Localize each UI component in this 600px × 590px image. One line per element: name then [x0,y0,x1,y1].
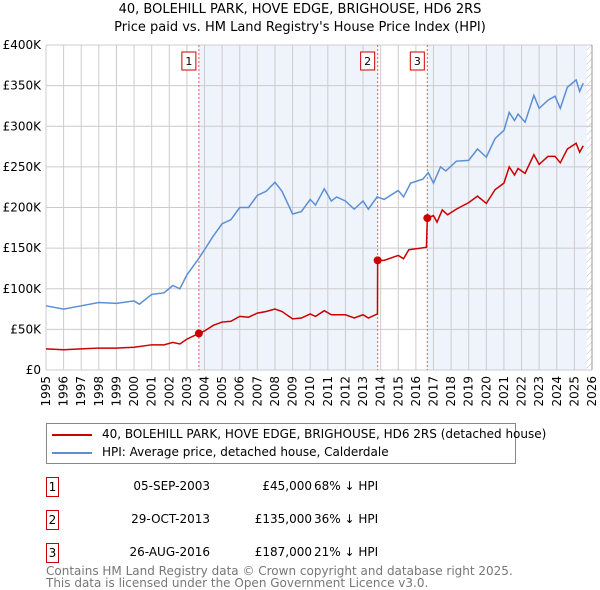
x-tick-label: 2017 [426,376,440,407]
y-tick-label: £50K [10,322,42,336]
footer-licence: This data is licensed under the Open Gov… [46,576,429,590]
series-line [45,142,584,351]
price-chart: 1995 1996 1997 1998 1999 2000 2001 2002 2003 2004… [3,38,599,407]
transaction-marker: 1 [46,477,59,497]
transaction-row: 3 26-AUG-2016 £187,000 21% ↓ HPI [46,543,446,563]
x-tick-label: 2022 [515,376,529,407]
x-tick-label: 1998 [92,376,106,407]
legend-item-hpi: HPI: Average price, detached house, Cald… [52,445,389,460]
transaction-hpi: 68% ↓ HPI [314,479,379,493]
y-tick-label: £100K [3,282,43,296]
x-tick-label: 2006 [233,376,247,407]
y-tick-label: £400K [3,38,43,52]
legend-label: HPI: Average price, detached house, Cald… [102,445,389,459]
transaction-row: 1 05-SEP-2003 £45,000 68% ↓ HPI [46,477,446,497]
transaction-hpi: 21% ↓ HPI [314,545,379,559]
x-tick-label: 1996 [57,376,71,407]
sale-point [423,214,432,223]
chart-subtitle: Price paid vs. HM Land Registry's House … [114,20,486,35]
x-tick-label: 2023 [532,376,546,407]
x-tick-label: 2005 [215,376,229,407]
sale-point [373,256,382,265]
sale-label-box [409,51,425,71]
y-tick-label: £350K [3,79,43,93]
sale-label: 2 [364,55,371,68]
y-tick-label: £200K [3,201,43,215]
series-line [45,78,584,310]
legend: 40, BOLEHILL PARK, HOVE EDGE, BRIGHOUSE,… [46,423,546,464]
x-tick-label: 2016 [409,376,423,407]
x-tick-label: 2012 [338,376,352,407]
y-tick-label: £250K [3,160,43,174]
sale-label-box [181,51,197,71]
transaction-date: 26-AUG-2016 [129,545,211,559]
x-tick-label: 2021 [497,376,511,407]
x-tick-label: 2004 [198,376,212,407]
legend-label: 40, BOLEHILL PARK, HOVE EDGE, BRIGHOUSE,… [102,427,547,441]
x-tick-label: 2014 [374,376,388,407]
x-tick-label: 1999 [109,376,123,407]
transaction-price: £187,000 [254,545,312,559]
sale-label: 1 [185,55,192,68]
x-tick-label: 2010 [303,376,317,407]
x-tick-label: 2024 [550,376,564,407]
legend-swatch-red [52,433,92,436]
footer-copyright: Contains HM Land Registry data © Crown c… [46,564,513,578]
transaction-row: 2 29-OCT-2013 £135,000 36% ↓ HPI [46,510,446,530]
x-tick-label: 2002 [162,376,176,407]
x-tick-label: 2026 [585,376,599,407]
transaction-hpi: 36% ↓ HPI [314,512,379,526]
x-tick-label: 2008 [268,376,282,407]
legend-swatch-blue [52,451,92,454]
transaction-marker: 2 [46,510,59,530]
x-tick-label: 2013 [356,376,370,407]
x-tick-label: 2011 [321,376,335,407]
transaction-date: 05-SEP-2003 [133,479,210,493]
x-tick-label: 2001 [145,376,159,407]
x-tick-label: 2025 [567,376,581,407]
sale-label: 3 [414,55,421,68]
x-tick-label: 1997 [74,376,88,407]
chart-title: 40, BOLEHILL PARK, HOVE EDGE, BRIGHOUSE,… [118,2,482,17]
sale-point [194,329,203,338]
x-tick-label: 1995 [39,376,53,407]
transaction-marker: 3 [46,543,59,563]
x-tick-label: 2003 [180,376,194,407]
sale-label-box [360,51,376,71]
transaction-date: 29-OCT-2013 [131,512,210,526]
transaction-price: £135,000 [254,512,312,526]
transaction-price: £45,000 [262,479,312,493]
x-tick-label: 2018 [444,376,458,407]
x-tick-label: 2020 [479,376,493,407]
x-tick-label: 2000 [127,376,141,407]
y-tick-label: £0 [26,363,41,377]
x-tick-label: 2009 [286,376,300,407]
x-tick-label: 2007 [250,376,264,407]
y-tick-label: £300K [3,119,43,133]
x-tick-label: 2015 [391,376,405,407]
legend-item-property: 40, BOLEHILL PARK, HOVE EDGE, BRIGHOUSE,… [52,427,546,442]
y-tick-label: £150K [3,241,43,255]
x-tick-label: 2019 [462,376,476,407]
